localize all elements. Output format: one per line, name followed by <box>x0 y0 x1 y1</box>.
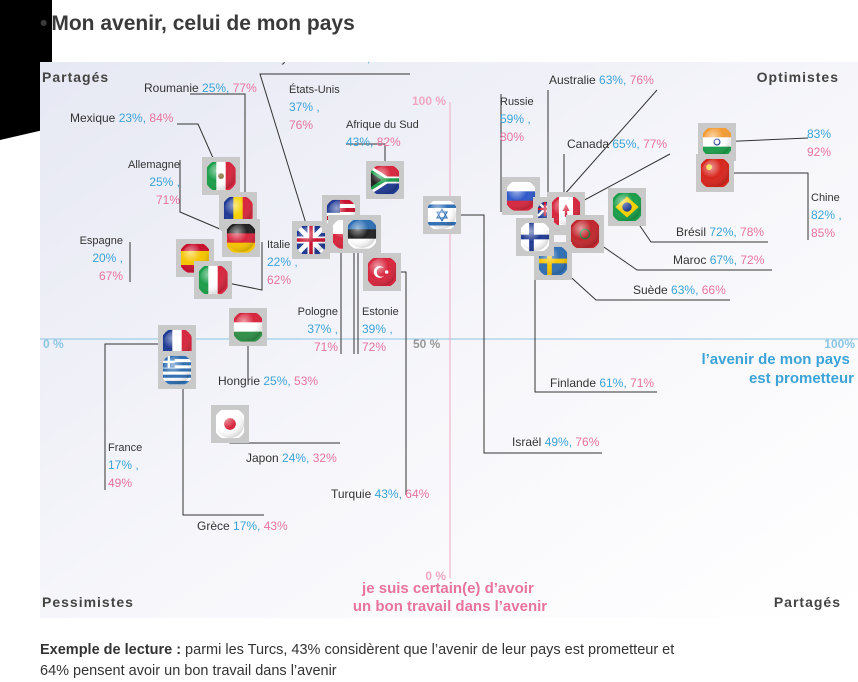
leader-line-grece <box>182 370 264 516</box>
point-label-france: France 17% , 49% <box>108 442 142 490</box>
quadrant-top-right: Optimistes <box>757 69 839 85</box>
point-label-australie: Australie 63%, 76% <box>549 73 654 87</box>
point-label-afrique-du-sud: Afrique du Sud 43%, 82% <box>346 119 419 149</box>
point-label-bresil: Brésil 72%, 78% <box>676 225 764 239</box>
point-label-turquie: Turquie 43%, 64% <box>331 487 430 501</box>
flag-grece-icon <box>158 351 196 389</box>
y-axis-title: je suis certain(e) d’avoir un bon travai… <box>353 580 547 615</box>
flag-allemagne-icon <box>222 219 260 257</box>
point-label-finlande: Finlande 61%, 71% <box>550 376 654 390</box>
flag-chine-icon <box>696 154 734 192</box>
point-label-inde: 83% 92% <box>807 127 831 159</box>
point-label-russie: Russie 59% , 80% <box>500 96 534 144</box>
point-label-pologne: Pologne 37% , 71% <box>298 306 339 354</box>
leader-line-france <box>104 343 177 490</box>
point-label-mexique: Mexique 23%, 84% <box>70 111 174 125</box>
flag-japon-icon <box>211 405 249 443</box>
leader-line-finlande <box>534 237 657 393</box>
point-label-roumanie: Roumanie 25%, 77% <box>144 81 257 95</box>
reading-label: Exemple de lecture : <box>40 642 182 658</box>
point-label-grece: Grèce 17%, 43% <box>197 519 288 533</box>
quadrant-bottom-left: Pessimistes <box>42 594 134 610</box>
point-label-royaume-uni: Royaume-Uni 34%, 70% <box>266 62 398 65</box>
y-tick-100: 100 % <box>412 94 446 108</box>
flag-bresil-icon <box>608 188 646 226</box>
y-tick-0: 0 % <box>425 569 446 583</box>
x-tick-100: 100% <box>824 337 855 351</box>
scatter-chart: Royaume-Uni 34%, 70% Roumanie 25%, 77% Éta… <box>40 62 858 618</box>
flag-hongrie-icon <box>229 308 267 346</box>
point-label-italie: Italie 22% , 62% <box>267 239 298 287</box>
leader-line-roumanie <box>190 93 246 211</box>
leader-line-chine <box>715 172 809 240</box>
point-label-etats-unis: États-Unis 37% , 76% <box>289 83 340 132</box>
point-label-estonie: Estonie 39% , 72% <box>362 306 399 354</box>
x-tick-0: 0 % <box>43 337 64 351</box>
point-label-espagne: Espagne 20% , 67% <box>80 235 124 283</box>
x-axis-title: l’avenir de mon pays est prometteur <box>701 351 854 387</box>
point-label-suede: Suède 63%, 66% <box>633 283 726 297</box>
quadrant-top-left: Partagés <box>42 69 109 85</box>
black-corner-shape <box>0 0 52 140</box>
point-label-japon: Japon 24%, 32% <box>246 451 337 465</box>
flag-turquie-icon <box>363 253 401 291</box>
point-label-allemagne: Allemagne 25% , 71% <box>128 159 180 207</box>
flag-afrique-du-sud-icon <box>366 161 404 199</box>
flag-maroc-icon <box>566 215 604 253</box>
x-tick-50: 50 % <box>413 337 441 351</box>
point-label-hongrie: Hongrie 25%, 53% <box>218 374 318 388</box>
flag-russie-icon <box>502 177 540 215</box>
leader-line-royaume-uni <box>259 73 410 241</box>
page-title: • Mon avenir, celui de mon pays <box>40 12 355 35</box>
reading-example: Exemple de lecture : parmi les Turcs, 43… <box>40 640 680 682</box>
point-label-canada: Canada 65%, 77% <box>567 137 667 151</box>
flag-israel-icon <box>423 196 461 234</box>
quadrant-bottom-right: Partagés <box>774 594 841 610</box>
flag-royaume-uni-icon <box>292 221 330 259</box>
leader-line-israel <box>442 214 602 454</box>
reading-text: parmi les Turcs, 43% considèrent que l’a… <box>40 642 675 679</box>
point-label-maroc: Maroc 67%, 72% <box>673 253 765 267</box>
point-label-chine: Chine 82% , 85% <box>811 192 842 240</box>
point-label-israel: Israël 49%, 76% <box>512 435 600 449</box>
flag-estonie-icon <box>343 215 381 253</box>
flag-italie-icon <box>194 261 232 299</box>
flag-finlande-icon <box>516 218 554 256</box>
flag-mexique-icon <box>202 157 240 195</box>
